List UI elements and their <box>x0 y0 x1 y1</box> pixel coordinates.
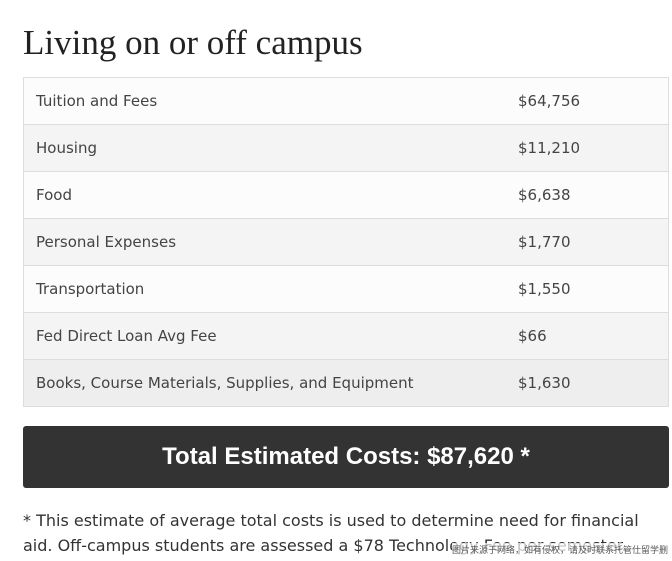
cost-item: Fed Direct Loan Avg Fee <box>23 312 506 360</box>
watermark: 图片来源于网络，如有侵权，请及时联系托管仕留学删 <box>452 543 669 556</box>
cost-row: Fed Direct Loan Avg Fee $66 <box>23 312 669 360</box>
cost-row: Books, Course Materials, Supplies, and E… <box>23 359 669 407</box>
cost-amount: $64,756 <box>506 77 669 125</box>
cost-row: Transportation $1,550 <box>23 265 669 313</box>
cost-item: Transportation <box>23 265 506 313</box>
cost-item: Tuition and Fees <box>23 77 506 125</box>
cost-amount: $66 <box>506 312 669 360</box>
cost-amount: $6,638 <box>506 171 669 219</box>
cost-table: Tuition and Fees $64,756 Housing $11,210 Foo… <box>23 77 669 407</box>
total-banner: Total Estimated Costs: $87,620 * <box>23 426 669 488</box>
cost-item: Books, Course Materials, Supplies, and E… <box>23 359 506 407</box>
heading: Living on or off campus <box>23 23 363 62</box>
cost-row: Housing $11,210 <box>23 124 669 172</box>
cost-amount: $11,210 <box>506 124 669 172</box>
cost-amount: $1,630 <box>506 359 669 407</box>
cost-row: Personal Expenses $1,770 <box>23 218 669 266</box>
cost-amount: $1,770 <box>506 218 669 266</box>
cost-item: Personal Expenses <box>23 218 506 266</box>
cost-row: Tuition and Fees $64,756 <box>23 77 669 125</box>
cost-amount: $1,550 <box>506 265 669 313</box>
cost-row: Food $6,638 <box>23 171 669 219</box>
cost-item: Food <box>23 171 506 219</box>
cost-item: Housing <box>23 124 506 172</box>
